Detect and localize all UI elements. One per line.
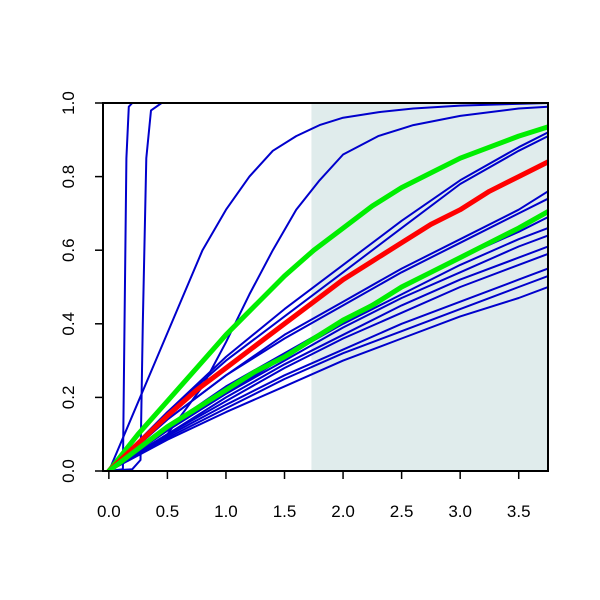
y-tick-label: 0.8 [59,165,78,189]
y-tick-label: 0.2 [59,386,78,410]
series-line-13 [107,252,548,471]
plot-frame [102,102,549,472]
series-line-16 [107,286,548,471]
series-line-3 [107,103,548,471]
series-line-14 [107,267,548,471]
series-line-2 [107,103,548,471]
y-tick-label: 0.6 [59,238,78,262]
shaded-region [311,103,548,471]
x-tick-label: 0.5 [156,502,180,521]
x-axis: 0.0 0.5 1.0 1.5 2.0 2.5 3.0 3.5 [97,471,531,521]
x-tick-label: 1.0 [214,502,238,521]
x-tick-label: 3.5 [507,502,531,521]
y-tick-label: 0.0 [59,459,78,483]
x-tick-label: 3.0 [448,502,472,521]
x-tick-label: 1.5 [273,502,297,521]
series-line-11 [107,234,548,471]
series-line-8 [107,197,548,471]
series-layer [106,103,548,471]
y-tick-label: 0.4 [59,312,78,336]
series-line-19 [106,209,548,471]
series-line-6 [107,131,548,471]
series-line-12 [107,245,548,471]
series-line-15 [107,275,548,471]
x-tick-label: 2.5 [390,502,414,521]
series-line-18 [106,159,548,471]
y-tick-label: 1.0 [59,91,78,115]
y-axis: 0.0 0.2 0.4 0.6 0.8 1.0 [59,91,103,483]
x-tick-label: 0.0 [97,502,121,521]
x-tick-label: 2.0 [331,502,355,521]
series-line-17 [106,124,548,471]
